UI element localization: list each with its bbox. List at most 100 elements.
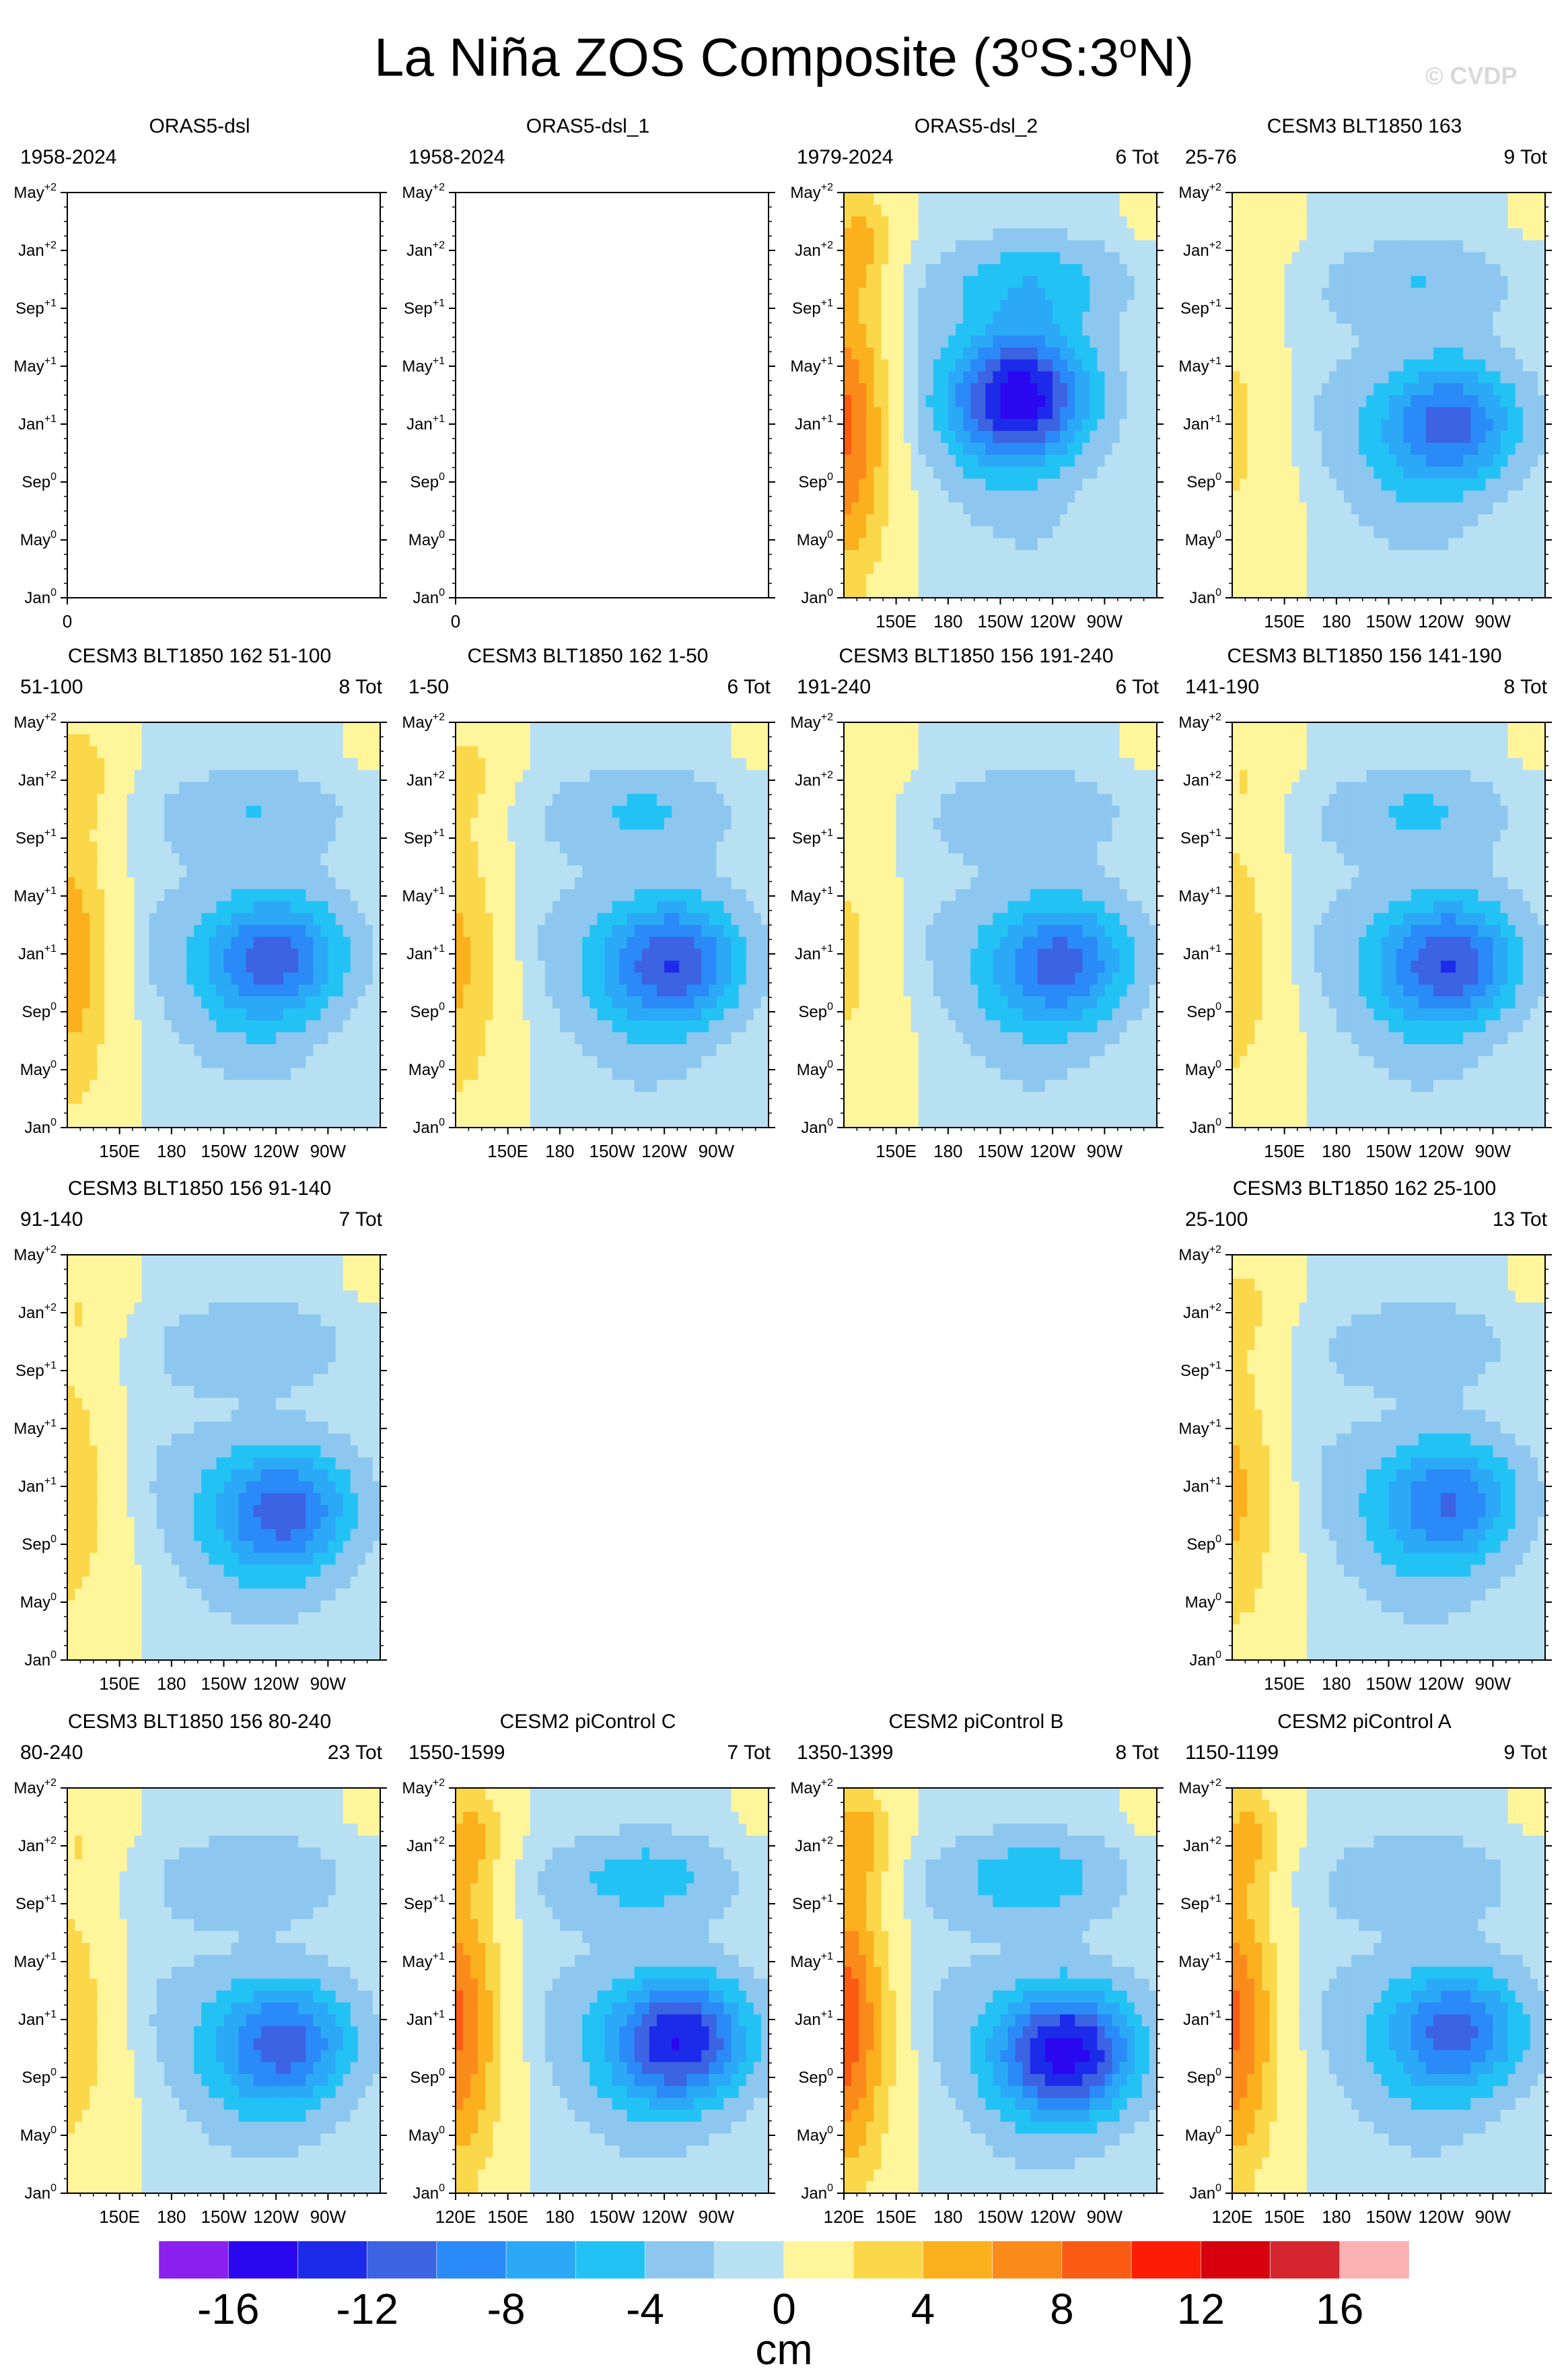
heatmap-cell bbox=[216, 1020, 225, 1033]
heatmap-cell bbox=[365, 769, 373, 783]
heatmap-cell bbox=[970, 359, 978, 372]
heatmap-cell bbox=[1067, 502, 1075, 515]
heatmap-cell bbox=[963, 454, 971, 467]
heatmap-cell bbox=[985, 300, 994, 312]
heatmap-cell bbox=[896, 574, 904, 586]
heatmap-cell bbox=[194, 984, 202, 997]
heatmap-cell bbox=[1299, 312, 1308, 324]
heatmap-cell bbox=[1149, 431, 1157, 444]
heatmap-cell bbox=[1007, 407, 1016, 420]
heatmap-cell bbox=[231, 961, 240, 973]
heatmap-cell bbox=[1433, 359, 1441, 372]
heatmap-cell bbox=[1067, 312, 1075, 324]
heatmap-cell bbox=[172, 949, 180, 961]
heatmap-cell bbox=[253, 889, 262, 902]
heatmap-cell bbox=[478, 1020, 486, 1033]
heatmap-cell bbox=[463, 758, 471, 771]
heatmap-cell bbox=[1306, 467, 1315, 479]
heatmap-cell bbox=[896, 454, 904, 467]
heatmap-cell bbox=[1277, 431, 1285, 444]
heatmap-cell bbox=[1485, 538, 1494, 551]
heatmap-cell bbox=[1425, 478, 1434, 491]
heatmap-cell bbox=[500, 984, 509, 997]
heatmap-cell bbox=[276, 949, 284, 961]
heatmap-cell bbox=[1141, 395, 1150, 408]
heatmap-cell bbox=[357, 746, 366, 759]
heatmap-cell bbox=[851, 502, 859, 515]
heatmap-cell bbox=[1470, 193, 1478, 205]
heatmap-cell bbox=[985, 228, 994, 241]
heatmap-cell bbox=[933, 312, 941, 324]
heatmap-cell bbox=[298, 949, 306, 961]
heatmap-cell bbox=[1269, 514, 1278, 527]
heatmap-cell bbox=[127, 1056, 135, 1069]
heatmap-cell bbox=[1067, 478, 1075, 491]
heatmap-cell bbox=[1022, 502, 1031, 515]
heatmap-cell bbox=[1337, 586, 1345, 598]
heatmap-cell bbox=[1030, 216, 1038, 229]
heatmap-cell bbox=[1134, 275, 1143, 289]
heatmap-cell bbox=[283, 877, 291, 890]
heatmap-cell bbox=[925, 478, 934, 491]
heatmap-cell bbox=[1366, 431, 1374, 444]
heatmap-cell bbox=[1104, 300, 1113, 312]
heatmap-cell bbox=[1366, 312, 1374, 324]
heatmap-cell bbox=[320, 769, 329, 783]
heatmap-cell bbox=[1441, 561, 1449, 575]
heatmap-cell bbox=[1507, 228, 1516, 241]
heatmap-cell bbox=[104, 961, 113, 973]
heatmap-cell bbox=[978, 561, 986, 575]
heatmap-cell bbox=[911, 287, 919, 300]
heatmap-cell bbox=[1425, 371, 1434, 384]
heatmap-cell bbox=[1112, 395, 1120, 408]
heatmap-cell bbox=[911, 216, 919, 229]
heatmap-cell bbox=[456, 1020, 464, 1033]
heatmap-cell bbox=[201, 936, 209, 950]
heatmap-cell bbox=[1433, 216, 1441, 229]
heatmap-cell bbox=[67, 901, 75, 913]
heatmap-cell bbox=[978, 204, 986, 217]
heatmap-cell bbox=[1463, 490, 1471, 503]
heatmap-cell bbox=[896, 240, 904, 253]
heatmap-cell bbox=[1388, 228, 1397, 241]
y-tick-label: Jan+1 bbox=[18, 943, 57, 963]
heatmap-cell bbox=[313, 829, 322, 842]
heatmap-cell bbox=[896, 514, 904, 527]
heatmap-cell bbox=[1104, 264, 1113, 277]
heatmap-cell bbox=[1425, 252, 1434, 265]
heatmap-cell bbox=[851, 228, 859, 241]
heatmap-cell bbox=[1522, 442, 1531, 456]
heatmap-cell bbox=[1470, 586, 1478, 598]
heatmap-cell bbox=[1493, 371, 1501, 384]
heatmap-cell bbox=[97, 972, 105, 986]
heatmap-cell bbox=[463, 782, 471, 794]
heatmap-cell bbox=[335, 1068, 344, 1080]
heatmap-cell bbox=[903, 216, 912, 229]
heatmap-cell bbox=[1456, 264, 1464, 277]
heatmap-cell bbox=[1306, 371, 1315, 384]
panel-count: 6 Tot bbox=[1115, 146, 1160, 168]
heatmap-cell bbox=[1127, 335, 1135, 348]
heatmap-cell bbox=[313, 972, 322, 986]
heatmap-cell bbox=[209, 1020, 217, 1033]
heatmap-cell bbox=[127, 949, 135, 961]
heatmap-cell bbox=[1403, 323, 1412, 337]
heatmap-cell bbox=[134, 817, 143, 830]
heatmap-cell bbox=[1067, 419, 1075, 432]
heatmap-cell bbox=[335, 913, 344, 926]
heatmap-cell bbox=[948, 216, 956, 229]
heatmap-cell bbox=[172, 1115, 180, 1128]
heatmap-cell bbox=[1104, 574, 1113, 586]
heatmap-cell bbox=[1149, 550, 1157, 563]
heatmap-cell bbox=[918, 371, 927, 384]
heatmap-cell bbox=[276, 829, 284, 842]
heatmap-cell bbox=[260, 1020, 269, 1033]
heatmap-cell bbox=[1291, 359, 1300, 372]
heatmap-cell bbox=[985, 395, 994, 408]
heatmap-cell bbox=[172, 1008, 180, 1021]
heatmap-cell bbox=[1104, 216, 1113, 229]
heatmap-cell bbox=[1067, 550, 1075, 563]
heatmap-cell bbox=[1247, 252, 1255, 265]
heatmap-cell bbox=[1000, 538, 1009, 551]
heatmap-cell bbox=[463, 746, 471, 759]
